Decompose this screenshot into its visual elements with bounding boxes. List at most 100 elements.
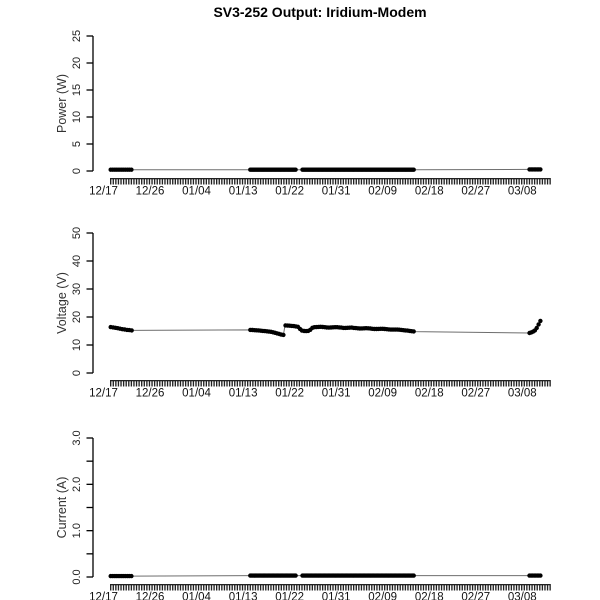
rug-tick (115, 380, 117, 387)
rug-tick (515, 584, 518, 591)
rug-tick (172, 178, 174, 185)
rug-tick (394, 380, 396, 387)
rug-tick (363, 380, 365, 387)
rug-tick (298, 584, 301, 591)
rug-tick (484, 380, 487, 387)
rug-tick (231, 178, 233, 185)
rug-tick (466, 178, 469, 185)
rug-tick (345, 178, 347, 185)
x-tick-label: 01/31 (322, 592, 351, 600)
x-tick-label: 01/13 (229, 388, 258, 400)
rug-tick (324, 380, 326, 387)
rug-tick (153, 380, 156, 387)
rug-tick (177, 380, 179, 387)
rug-tick (143, 584, 145, 591)
rug-tick (373, 178, 376, 185)
rug-tick (239, 178, 241, 185)
rug-tick (138, 380, 140, 387)
rug-tick (500, 584, 502, 591)
rug-tick (365, 178, 368, 185)
rug-tick (280, 380, 282, 387)
rug-tick (252, 178, 254, 185)
rug-tick (360, 380, 363, 387)
data-point (411, 573, 416, 578)
rug-tick (381, 584, 383, 591)
rug-tick (324, 584, 326, 591)
rug-tick (141, 380, 143, 387)
rug-tick (461, 178, 463, 185)
rug-tick (234, 178, 236, 185)
rug-tick (389, 380, 391, 387)
rug-tick (435, 178, 438, 185)
rug-tick (192, 178, 195, 185)
rug-tick (314, 584, 316, 591)
rug-tick (412, 380, 414, 387)
rug-tick (112, 584, 114, 591)
rug-tick (451, 178, 453, 185)
rug-tick (391, 178, 394, 185)
rug-tick (337, 178, 339, 185)
rug-tick (141, 584, 143, 591)
rug-tick (492, 380, 494, 387)
y-tick-label: 25 (71, 30, 83, 42)
rug-tick (208, 584, 210, 591)
rug-tick (438, 584, 440, 591)
rug-tick (303, 178, 306, 185)
rug-tick (358, 380, 360, 387)
rug-tick (115, 178, 117, 185)
rug-tick (236, 178, 239, 185)
rug-tick (394, 584, 396, 591)
rug-tick (249, 178, 251, 185)
rug-tick (409, 584, 412, 591)
rug-tick (169, 584, 171, 591)
rug-tick (355, 380, 357, 387)
rug-tick (422, 178, 425, 185)
rug-tick (500, 380, 502, 387)
x-tick-label: 02/18 (415, 592, 444, 600)
rug-tick (249, 584, 251, 591)
rug-tick (259, 380, 262, 387)
rug-tick (120, 380, 122, 387)
rug-tick (301, 380, 303, 387)
y-tick-label: 40 (71, 255, 83, 267)
rug-tick (430, 380, 432, 387)
rug-tick (541, 178, 544, 185)
rug-tick (471, 380, 474, 387)
rug-tick (254, 584, 257, 591)
rug-tick (487, 584, 489, 591)
rug-tick (156, 178, 158, 185)
rug-tick (311, 178, 313, 185)
rug-tick (495, 178, 497, 185)
rug-tick (508, 178, 510, 185)
rug-tick (319, 380, 321, 387)
rug-tick (228, 178, 231, 185)
rug-tick (303, 584, 306, 591)
rug-tick (384, 584, 386, 591)
rug-tick (218, 178, 220, 185)
rug-tick (267, 380, 270, 387)
rug-tick (497, 178, 500, 185)
rug-tick (521, 584, 523, 591)
rug-tick (153, 178, 156, 185)
rug-tick (293, 178, 295, 185)
x-tick-label: 02/09 (368, 592, 397, 600)
rug-tick (262, 584, 264, 591)
rug-tick (347, 178, 350, 185)
rug-tick (177, 584, 179, 591)
rug-tick (179, 584, 182, 591)
rug-tick (218, 584, 220, 591)
rug-tick (368, 178, 370, 185)
rug-tick (458, 584, 461, 591)
rug-tick (270, 380, 272, 387)
rug-tick (469, 178, 471, 185)
rug-tick (435, 584, 438, 591)
rug-tick (161, 380, 164, 387)
rug-tick (505, 178, 507, 185)
rug-tick (355, 178, 357, 185)
rug-tick (433, 380, 435, 387)
rug-tick (110, 380, 112, 387)
rug-tick (425, 380, 427, 387)
rug-tick (396, 380, 399, 387)
rug-tick (533, 178, 536, 185)
rug-tick (546, 178, 549, 185)
